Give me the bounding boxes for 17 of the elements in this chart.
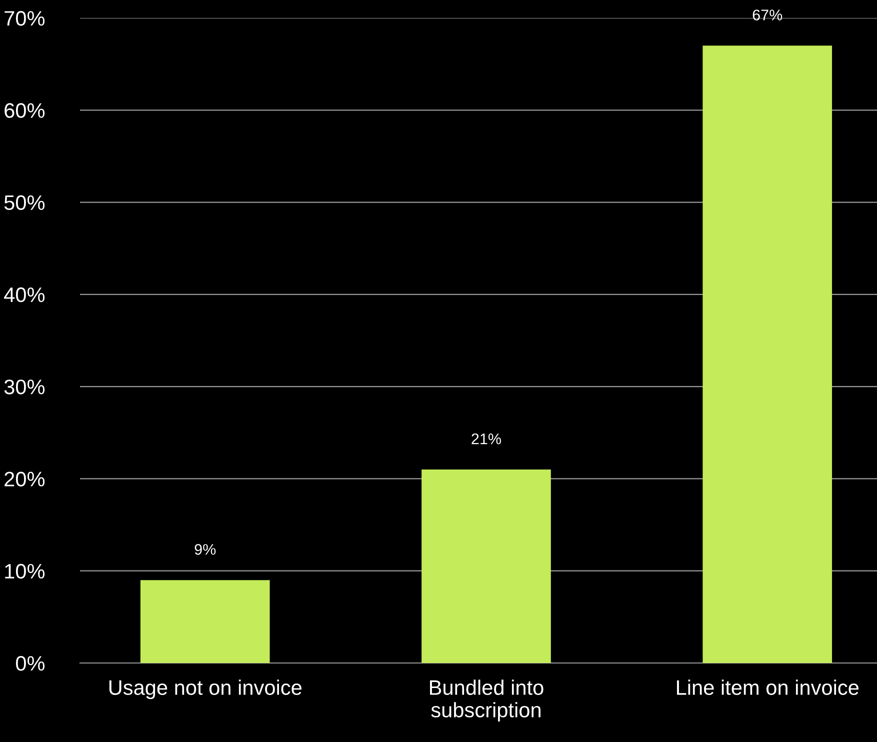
y-tick-label: 50%	[4, 195, 45, 210]
x-tick-label: Line item on invoice	[677, 680, 859, 695]
bar	[140, 580, 270, 663]
x-tick-label: Bundled into subscription	[430, 680, 544, 722]
bar	[422, 470, 551, 663]
y-tick-label: 40%	[4, 287, 45, 302]
data-label: 67%	[752, 10, 782, 20]
bar	[702, 46, 832, 663]
y-tick-label: 20%	[4, 472, 45, 486]
y-tick-label: 70%	[4, 11, 45, 26]
y-tick-label: 10%	[5, 564, 45, 579]
y-tick-label: 0%	[16, 656, 45, 671]
x-tick-label: Usage not on invoice	[109, 680, 302, 700]
data-label: 9%	[194, 544, 216, 555]
y-tick-label: 60%	[4, 103, 45, 118]
data-label: 21%	[472, 433, 501, 444]
y-tick-label: 30%	[4, 380, 45, 394]
